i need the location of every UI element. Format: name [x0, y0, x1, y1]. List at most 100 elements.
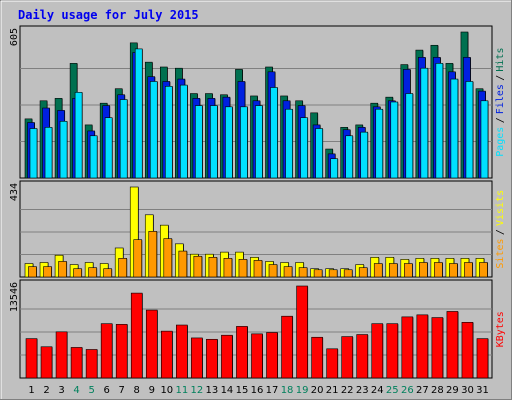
x-tick-label-24: 24 [371, 385, 384, 396]
bar-pages-day-3 [59, 120, 68, 179]
bar-pages-day-7 [119, 99, 128, 179]
bar-sites-day-13 [208, 256, 218, 278]
bar-kbytes-day-20 [311, 336, 323, 379]
legend-kbytes: KBytes [495, 311, 506, 347]
bar-kbytes-day-14 [221, 334, 233, 379]
bar-kbytes-day-5 [85, 349, 98, 379]
x-tick-label-12: 12 [191, 385, 204, 396]
bar-kbytes-day-27 [416, 314, 429, 379]
bar-kbytes-day-15 [236, 326, 248, 379]
bar-kbytes-day-25 [386, 323, 399, 379]
bar-kbytes-day-16 [251, 333, 263, 379]
bar-pages-day-2 [44, 127, 53, 179]
bar-kbytes-day-10 [160, 330, 173, 379]
bar-kbytes-day-24 [371, 323, 384, 379]
bar-kbytes-day-17 [266, 332, 278, 379]
bar-pages-day-24 [375, 108, 384, 179]
bar-sites-day-20 [313, 269, 323, 278]
bar-kbytes-day-19 [296, 285, 308, 379]
bar-pages-day-26 [405, 93, 414, 179]
bar-pages-day-29 [450, 78, 459, 179]
x-tick-label-30: 30 [461, 385, 474, 396]
bar-sites-day-26 [404, 263, 413, 278]
bar-kbytes-day-28 [431, 317, 444, 379]
bar-pages-day-25 [390, 101, 399, 179]
x-tick-label-1: 1 [28, 385, 34, 396]
bar-pages-day-27 [420, 67, 429, 179]
bar-kbytes-day-22 [341, 336, 353, 379]
x-tick-label-28: 28 [431, 385, 444, 396]
bar-sites-day-21 [328, 269, 338, 278]
bar-pages-day-21 [330, 158, 338, 179]
bar-kbytes-day-13 [206, 338, 218, 379]
x-tick-label-6: 6 [103, 385, 109, 396]
bar-kbytes-day-18 [281, 315, 293, 379]
bar-kbytes-day-11 [176, 324, 188, 379]
bar-sites-day-19 [298, 267, 308, 278]
bar-sites-day-4 [73, 268, 82, 278]
x-tick-label-5: 5 [88, 385, 94, 396]
x-tick-label-4: 4 [73, 385, 79, 396]
x-tick-label-13: 13 [206, 385, 219, 396]
bar-sites-day-10 [163, 238, 173, 278]
bar-kbytes-day-9 [145, 309, 158, 379]
bar-sites-day-29 [449, 263, 458, 278]
bar-pages-day-4 [74, 92, 83, 179]
x-tick-label-15: 15 [236, 385, 249, 396]
bar-kbytes-day-21 [326, 348, 338, 379]
x-tick-label-14: 14 [221, 385, 234, 396]
panel-visits: 434 [9, 180, 493, 278]
bar-sites-day-28 [434, 262, 443, 278]
bar-pages-day-11 [180, 84, 188, 179]
bar-sites-day-14 [223, 258, 233, 278]
bar-sites-day-22 [343, 269, 353, 278]
bar-pages-day-17 [270, 87, 278, 179]
bar-sites-day-25 [388, 263, 398, 278]
bar-kbytes-day-8 [130, 292, 143, 379]
y-max-label: 13546 [9, 282, 20, 312]
bar-sites-day-18 [283, 266, 293, 278]
legend-files: Files [495, 84, 506, 114]
x-tick-label-10: 10 [160, 385, 173, 396]
bar-pages-day-6 [104, 117, 113, 179]
x-tick-label-27: 27 [416, 385, 429, 396]
bar-kbytes-day-4 [70, 347, 83, 379]
bar-sites-day-12 [193, 255, 203, 278]
bar-sites-day-6 [103, 268, 112, 278]
bar-sites-day-17 [268, 264, 278, 278]
x-tick-label-7: 7 [119, 385, 125, 396]
bar-sites-day-30 [464, 262, 473, 278]
panels: 605Pages/Files/Hits434Sites/Visits13546K… [9, 25, 506, 396]
x-tick-label-26: 26 [401, 385, 414, 396]
x-tick-label-2: 2 [43, 385, 49, 396]
bar-kbytes-day-6 [100, 323, 113, 379]
bar-pages-day-19 [300, 117, 308, 179]
x-tick-label-17: 17 [266, 385, 279, 396]
bar-pages-day-10 [164, 85, 173, 179]
bar-kbytes-day-12 [191, 337, 203, 379]
bar-pages-day-12 [195, 105, 203, 179]
bar-sites-day-23 [358, 267, 368, 278]
legend-hits: Hits [495, 48, 506, 72]
x-tick-label-23: 23 [356, 385, 369, 396]
bar-pages-day-28 [435, 63, 444, 179]
bar-sites-day-2 [43, 266, 52, 278]
bar-kbytes-day-29 [446, 311, 459, 379]
bar-kbytes-day-31 [476, 338, 489, 379]
bar-kbytes-day-23 [356, 334, 369, 379]
legend-panel-2: Sites / Visits [495, 190, 506, 269]
bar-pages-day-16 [255, 105, 263, 179]
bar-pages-day-1 [29, 128, 38, 179]
bar-pages-day-13 [210, 105, 218, 179]
legend-separator: / [495, 117, 506, 123]
x-tick-label-25: 25 [386, 385, 399, 396]
x-tick-label-18: 18 [281, 385, 294, 396]
legend-panel-1: Pages / Files / Hits [495, 48, 506, 157]
x-tick-label-3: 3 [58, 385, 64, 396]
legend-separator: / [495, 75, 506, 81]
bar-sites-day-31 [479, 262, 488, 278]
bar-pages-day-8 [134, 48, 143, 179]
x-tick-label-11: 11 [175, 385, 188, 396]
bar-pages-day-22 [345, 135, 353, 179]
